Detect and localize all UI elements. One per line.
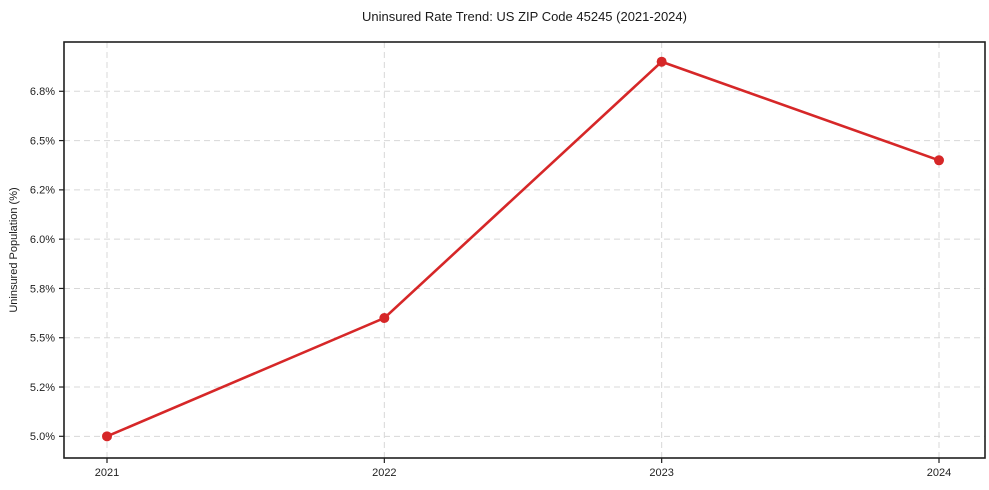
- data-point-2021: [102, 431, 112, 442]
- data-point-2022: [379, 313, 390, 324]
- y-tick-label: 6.5%: [30, 135, 55, 147]
- x-tick-label: 2024: [927, 467, 951, 479]
- plot-border: [63, 41, 986, 459]
- x-tick-label: 2021: [95, 467, 119, 479]
- y-tick-label: 5.8%: [30, 283, 55, 295]
- x-tick-label: 2023: [649, 467, 673, 479]
- y-tick-label: 6.0%: [30, 234, 55, 246]
- chart-title: Uninsured Rate Trend: US ZIP Code 45245 …: [362, 9, 687, 24]
- x-tick-label: 2022: [372, 467, 396, 479]
- y-tick-label: 5.0%: [30, 431, 55, 443]
- trend-line: [105, 60, 941, 438]
- data-point-2023: [656, 56, 667, 67]
- y-tick-label: 5.2%: [30, 382, 55, 394]
- y-tick-label: 5.5%: [30, 333, 55, 345]
- y-tick-label: 6.8%: [30, 86, 55, 98]
- y-tick-label: 6.2%: [30, 185, 55, 197]
- data-point-2024: [934, 155, 944, 166]
